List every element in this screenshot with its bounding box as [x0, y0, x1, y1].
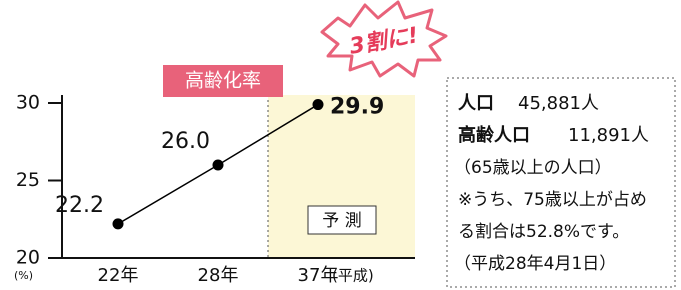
info-note: （65歳以上の人口）	[454, 158, 612, 178]
info-note: ※うち、75歳以上が占め	[458, 190, 647, 210]
series-label: 高齢化率	[185, 70, 261, 92]
y-tick-label: 20	[16, 247, 40, 269]
x-tick-label: 28年	[198, 265, 239, 286]
info-value: 45,881人	[518, 93, 599, 114]
y-tick-label: 25	[16, 169, 40, 191]
data-point	[313, 99, 324, 110]
info-label: 高齢人口	[458, 124, 530, 146]
info-note: （平成28年4月1日）	[454, 254, 616, 274]
x-tick-label: 22年	[98, 265, 139, 286]
info-note: る割合は52.8%です。	[458, 222, 629, 242]
x-tick-label: 37年	[298, 265, 339, 286]
info-label: 人口	[458, 93, 494, 114]
info-value: 11,891人	[568, 125, 649, 146]
chart: 予 測 (%) (平成) 高齢化率 3割に! 人口 45,881人 高齢人口 1…	[0, 0, 681, 290]
value-label: 29.9	[330, 95, 384, 120]
y-tick-label: 30	[16, 92, 40, 114]
y-unit: (%)	[14, 269, 33, 282]
value-label: 26.0	[161, 129, 210, 154]
data-point	[113, 218, 124, 229]
forecast-label: 予 測	[322, 211, 361, 231]
data-point	[213, 160, 224, 171]
value-label: 22.2	[55, 193, 104, 218]
